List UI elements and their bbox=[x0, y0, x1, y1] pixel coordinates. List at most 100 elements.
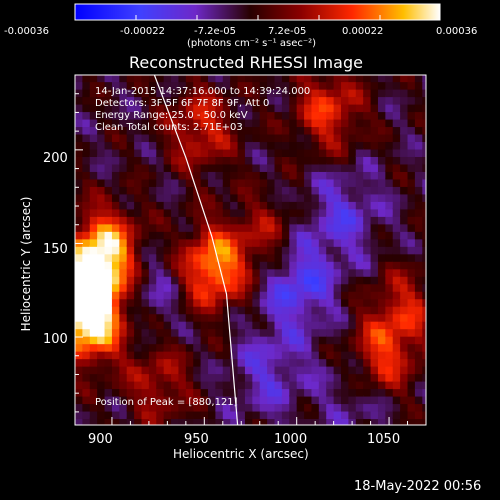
heatmap-cell bbox=[304, 222, 314, 232]
heatmap-cell bbox=[377, 275, 387, 285]
heatmap-cell bbox=[193, 133, 203, 143]
heatmap-cell bbox=[377, 95, 387, 105]
x-tick-label-1050: 1050 bbox=[367, 432, 401, 447]
heatmap-cell bbox=[178, 387, 188, 397]
heatmap-cell bbox=[348, 133, 358, 143]
heatmap-cell bbox=[141, 75, 151, 83]
heatmap-cell bbox=[171, 335, 181, 345]
x-tick-label-900: 900 bbox=[88, 432, 113, 447]
heatmap-cell bbox=[407, 372, 417, 382]
heatmap-cell bbox=[200, 110, 210, 120]
heatmap-cell bbox=[259, 297, 269, 307]
heatmap-cell bbox=[104, 297, 114, 307]
heatmap-cell bbox=[377, 342, 387, 352]
heatmap-cell bbox=[370, 88, 380, 98]
heatmap-cell bbox=[326, 230, 336, 240]
heatmap-cell bbox=[82, 252, 92, 262]
heatmap-cell bbox=[134, 162, 144, 172]
heatmap-cell bbox=[392, 335, 402, 345]
heatmap-cell bbox=[200, 305, 210, 315]
heatmap-cell bbox=[148, 237, 158, 247]
heatmap-cell bbox=[318, 185, 328, 195]
heatmap-cell bbox=[370, 95, 380, 105]
heatmap-cell bbox=[281, 335, 291, 345]
heatmap-cell bbox=[341, 133, 351, 143]
heatmap-cell bbox=[377, 305, 387, 315]
heatmap-cell bbox=[333, 155, 343, 165]
heatmap-cell bbox=[392, 260, 402, 270]
heatmap-cell bbox=[341, 192, 351, 202]
heatmap-cell bbox=[230, 237, 240, 247]
heatmap-cell bbox=[407, 222, 417, 232]
heatmap-cell bbox=[348, 222, 358, 232]
heatmap-cell bbox=[82, 417, 92, 425]
heatmap-cell bbox=[400, 372, 410, 382]
heatmap-cell bbox=[400, 357, 410, 367]
heatmap-cell bbox=[97, 417, 107, 425]
heatmap-cell bbox=[215, 275, 225, 285]
heatmap-cell bbox=[193, 177, 203, 187]
heatmap-cell bbox=[348, 215, 358, 225]
heatmap-cell bbox=[222, 380, 232, 390]
heatmap-cell bbox=[422, 417, 426, 425]
heatmap-cell bbox=[363, 327, 373, 337]
heatmap-cell bbox=[222, 387, 232, 397]
heatmap-cell bbox=[392, 177, 402, 187]
heatmap-cell bbox=[222, 147, 232, 157]
heatmap-cell bbox=[326, 380, 336, 390]
heatmap-cell bbox=[252, 297, 262, 307]
heatmap-cell bbox=[267, 230, 277, 240]
heatmap-cell bbox=[289, 372, 299, 382]
heatmap-cell bbox=[200, 282, 210, 292]
heatmap-cell bbox=[89, 402, 99, 412]
heatmap-cell bbox=[244, 177, 254, 187]
heatmap-cell bbox=[126, 267, 136, 277]
heatmap-cell bbox=[178, 80, 188, 90]
heatmap-cell bbox=[281, 237, 291, 247]
heatmap-cell bbox=[407, 140, 417, 150]
heatmap-cell bbox=[111, 140, 121, 150]
heatmap-cell bbox=[281, 140, 291, 150]
heatmap-cell bbox=[414, 245, 424, 255]
heatmap-cell bbox=[267, 252, 277, 262]
heatmap-cell bbox=[156, 327, 166, 337]
heatmap-cell bbox=[244, 357, 254, 367]
heatmap-cell bbox=[414, 275, 424, 285]
heatmap-cell bbox=[193, 192, 203, 202]
heatmap-cell bbox=[355, 312, 365, 322]
heatmap-cell bbox=[75, 162, 84, 172]
heatmap-cell bbox=[267, 118, 277, 128]
heatmap-cell bbox=[400, 327, 410, 337]
heatmap-cell bbox=[341, 237, 351, 247]
heatmap-cell bbox=[341, 80, 351, 90]
heatmap-cell bbox=[392, 245, 402, 255]
heatmap-cell bbox=[119, 170, 129, 180]
heatmap-cell bbox=[244, 387, 254, 397]
heatmap-cell bbox=[414, 88, 424, 98]
heatmap-cell bbox=[355, 380, 365, 390]
heatmap-cell bbox=[422, 305, 426, 315]
heatmap-cell bbox=[89, 125, 99, 135]
heatmap-cell bbox=[274, 387, 284, 397]
heatmap-cell bbox=[392, 110, 402, 120]
heatmap-cell bbox=[156, 103, 166, 113]
heatmap-cell bbox=[222, 327, 232, 337]
heatmap-cell bbox=[82, 342, 92, 352]
heatmap-cell bbox=[348, 365, 358, 375]
heatmap-cell bbox=[377, 147, 387, 157]
heatmap-cell bbox=[104, 230, 114, 240]
heatmap-cell bbox=[244, 133, 254, 143]
heatmap-cell bbox=[318, 260, 328, 270]
heatmap-cell bbox=[400, 140, 410, 150]
heatmap-cell bbox=[163, 350, 173, 360]
heatmap-cell bbox=[141, 327, 151, 337]
heatmap-cell bbox=[185, 402, 195, 412]
heatmap-cell bbox=[237, 162, 247, 172]
heatmap-cell bbox=[422, 133, 426, 143]
heatmap-cell bbox=[104, 350, 114, 360]
heatmap-cell bbox=[304, 395, 314, 405]
heatmap-cell bbox=[392, 192, 402, 202]
heatmap-cell bbox=[185, 305, 195, 315]
heatmap-cell bbox=[215, 215, 225, 225]
heatmap-cell bbox=[400, 320, 410, 330]
